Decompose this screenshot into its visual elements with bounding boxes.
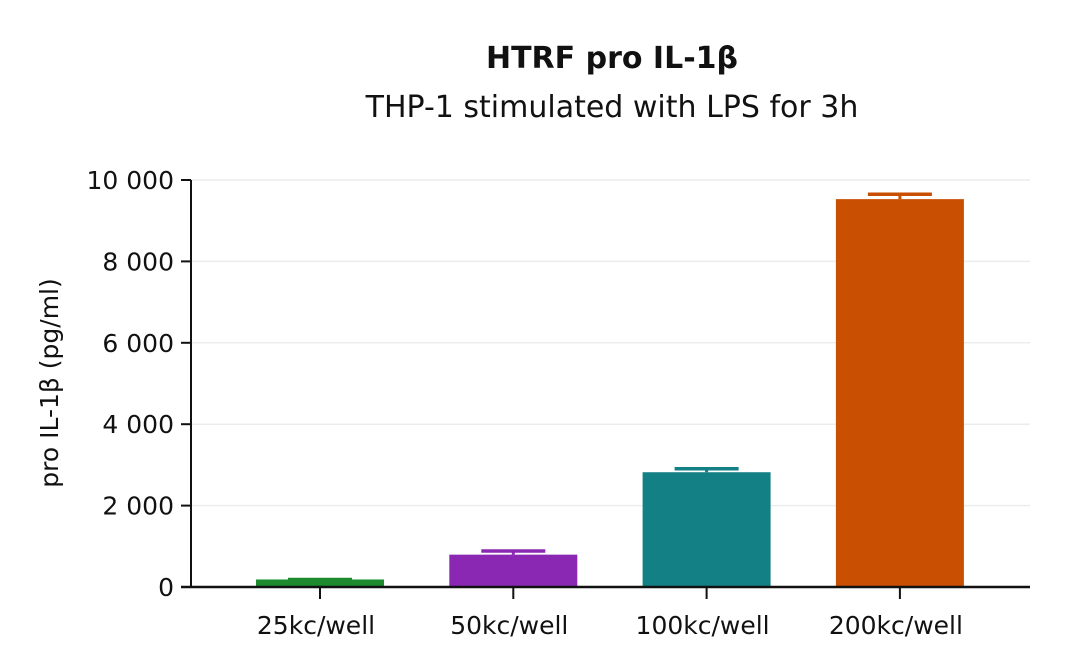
x-tick-label: 25kc/well — [257, 611, 375, 640]
x-tick-label: 100kc/well — [636, 611, 770, 640]
bar — [449, 554, 578, 587]
bar — [642, 472, 771, 587]
x-tick-label: 50kc/well — [450, 611, 568, 640]
bar — [256, 579, 384, 587]
bar — [835, 199, 964, 587]
y-tick-label: 6 000 — [102, 329, 174, 358]
x-tick-label: 200kc/well — [829, 611, 963, 640]
chart-subtitle: THP-1 stimulated with LPS for 3h — [365, 90, 859, 125]
y-tick-label: 0 — [158, 573, 174, 602]
y-tick-label: 2 000 — [102, 492, 174, 521]
y-tick-label: 4 000 — [102, 410, 174, 439]
y-tick-label: 8 000 — [102, 247, 174, 276]
y-axis-label: pro IL-1β (pg/ml) — [35, 278, 64, 488]
chart-title: HTRF pro IL-1β — [486, 41, 738, 76]
y-tick-label: 10 000 — [87, 166, 174, 195]
